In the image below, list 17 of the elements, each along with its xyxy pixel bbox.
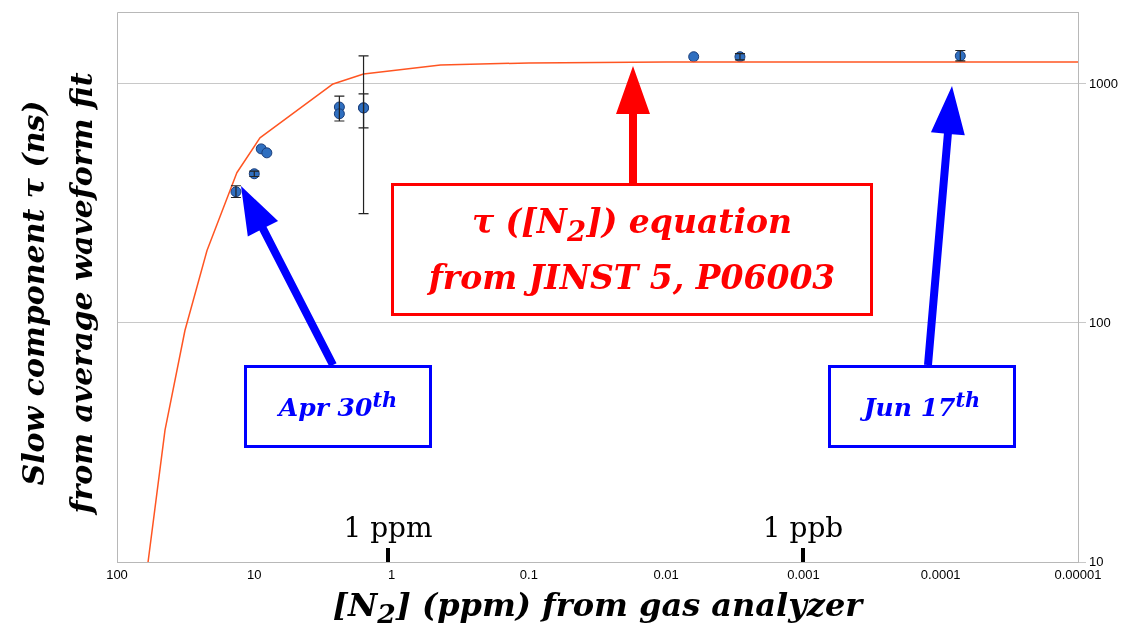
y-tick-label: 10 bbox=[1089, 553, 1104, 569]
annotation: Apr 30$^{th}$ bbox=[278, 386, 398, 425]
x-tick-label: 0.01 bbox=[653, 567, 679, 583]
x-tick-label: 0.00001 bbox=[1054, 567, 1102, 583]
annotation: 1 ppb bbox=[762, 511, 844, 544]
y-axis-title: Slow component τ (ns) from average waveform fit bbox=[15, 72, 100, 514]
x-axis-title: [N$_{2}$] (ppm) from gas analyzer bbox=[332, 586, 863, 630]
x-tick-label: 0.001 bbox=[787, 567, 820, 583]
annotation: 1 ppm bbox=[343, 511, 433, 544]
x-tick-label: 1 bbox=[387, 567, 396, 583]
y-tick-label: 100 bbox=[1089, 314, 1111, 330]
x-tick-label: 0.0001 bbox=[920, 567, 961, 583]
x-tick-label: 100 bbox=[106, 567, 128, 583]
x-tick-label: 0.1 bbox=[519, 567, 538, 583]
y-tick-label: 1000 bbox=[1089, 75, 1118, 91]
x-tick-label: 10 bbox=[247, 567, 262, 583]
annotation: τ ([N$_{2}$]) equation from JINST 5, P06003 bbox=[426, 200, 837, 300]
